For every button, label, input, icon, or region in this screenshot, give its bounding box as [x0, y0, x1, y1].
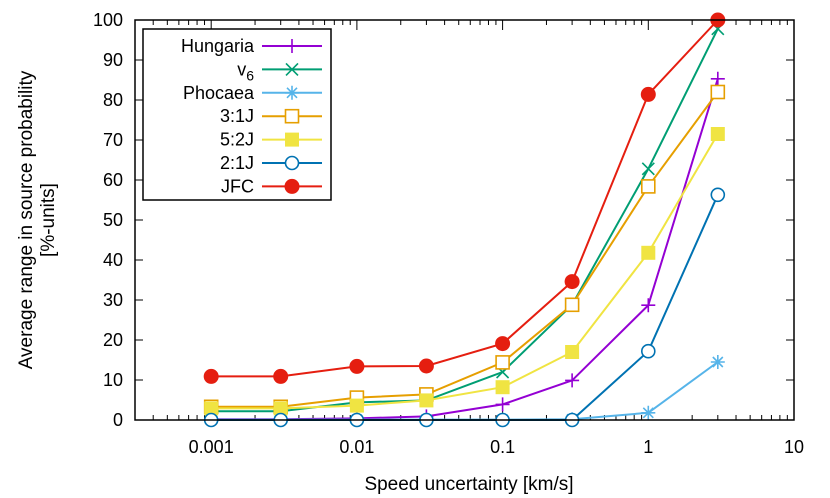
data-point — [710, 84, 726, 100]
x-tick-label: 0.1 — [490, 437, 515, 457]
data-point — [710, 355, 725, 369]
legend-marker — [285, 132, 299, 147]
legend-label: 3:1J — [220, 106, 254, 126]
legend-marker — [284, 178, 300, 194]
legend-marker — [285, 62, 299, 76]
series-line — [211, 28, 719, 413]
legend-item: JFC — [221, 176, 322, 196]
y-tick-label: 90 — [103, 50, 123, 70]
legend-label: Hungaria — [181, 36, 255, 56]
data-point — [710, 71, 725, 86]
data-point — [349, 398, 364, 413]
data-point — [273, 401, 288, 416]
y-tick-label: 10 — [103, 370, 123, 390]
plot-frame — [134, 19, 795, 421]
data-point — [419, 393, 434, 408]
data-point — [495, 380, 510, 395]
legend-label: Phocaea — [183, 83, 255, 103]
y-axis-label-line-2: [%-units] — [38, 183, 59, 257]
y-tick-label: 30 — [103, 290, 123, 310]
y-tick-label: 100 — [93, 10, 123, 30]
y-tick-label: 40 — [103, 250, 123, 270]
data-point — [641, 245, 656, 260]
data-point — [565, 373, 580, 388]
data-point — [273, 368, 289, 384]
data-point — [495, 397, 510, 412]
data-point — [495, 336, 511, 352]
legend-marker — [284, 155, 300, 171]
series-layer — [203, 12, 726, 428]
legend-item: 3:1J — [220, 106, 322, 126]
data-point — [710, 187, 726, 203]
series-line — [211, 133, 719, 410]
data-point — [203, 368, 219, 384]
data-point — [710, 127, 725, 141]
legend-marker — [285, 39, 299, 53]
legend-label: 5:2J — [220, 130, 254, 150]
y-tick-label: 80 — [103, 90, 123, 110]
legend-box — [142, 28, 332, 201]
series-line — [211, 19, 719, 378]
axis-ticks: 0 10 20 30 40 50 60 70 80 90 100 0.001 0.01 0.1 1 10 — [93, 10, 804, 457]
data-point — [640, 86, 656, 102]
legend-marker — [285, 85, 299, 100]
x-tick-label: 0.01 — [339, 437, 374, 457]
data-point — [640, 179, 656, 194]
series-jfc — [203, 12, 726, 384]
y-tick-label: 50 — [103, 210, 123, 230]
legend-item: Hungaria — [181, 36, 322, 56]
legend-label: JFC — [221, 176, 254, 196]
legend-item: 5:2J — [220, 130, 322, 150]
data-point — [349, 358, 365, 374]
data-point — [495, 355, 510, 370]
data-point — [641, 298, 656, 313]
data-point — [641, 162, 655, 176]
series-line — [211, 91, 719, 408]
data-point — [565, 345, 580, 359]
series-5-2j — [204, 127, 725, 416]
data-point — [418, 358, 434, 374]
data-point — [564, 274, 580, 290]
legend-label-subscript: 6 — [246, 67, 254, 83]
y-tick-label: 60 — [103, 170, 123, 190]
x-axis-label: Speed uncertainty [km/s] — [364, 474, 573, 495]
data-point — [564, 297, 580, 313]
legend-label: 2:1J — [220, 153, 254, 173]
legend-item: Phocaea — [183, 83, 322, 103]
x-tick-label: 0.001 — [189, 437, 234, 457]
y-tick-label: 70 — [103, 130, 123, 150]
x-tick-label: 1 — [643, 437, 653, 457]
data-point — [204, 401, 219, 416]
data-point — [641, 405, 656, 420]
x-tick-label: 10 — [784, 437, 804, 457]
legend-item: 2:1J — [220, 153, 322, 173]
legend-marker — [284, 108, 300, 124]
data-point — [640, 343, 656, 359]
y-tick-label: 20 — [103, 330, 123, 350]
y-tick-label: 0 — [113, 410, 123, 430]
y-axis-label: Average range in source probability [%-u… — [16, 70, 59, 369]
y-axis-label-line-1: Average range in source probability — [16, 70, 37, 369]
